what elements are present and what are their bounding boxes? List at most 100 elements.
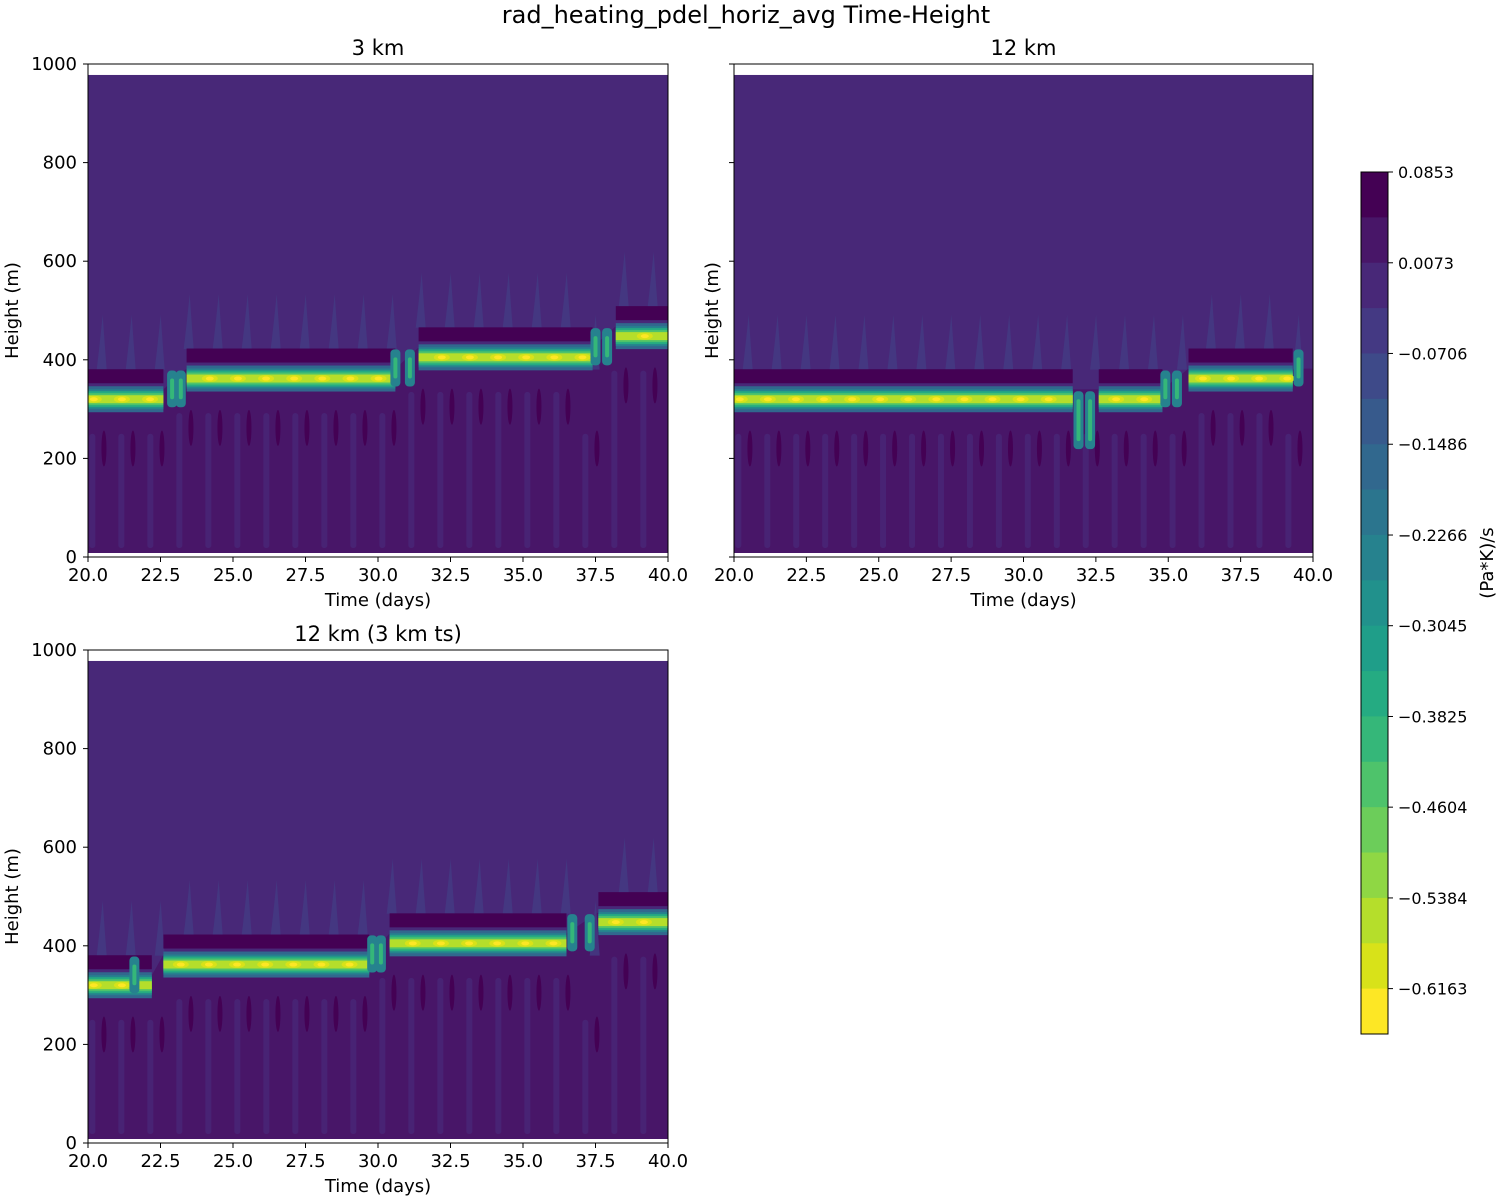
cooling-cell xyxy=(1268,409,1274,446)
cooling-cell xyxy=(304,995,310,1032)
diurnal-streak xyxy=(205,999,212,1135)
heating-peak-core xyxy=(89,397,98,402)
cooling-cell xyxy=(188,409,194,446)
inversion-segment xyxy=(163,934,370,978)
colorbar-tick-label: −0.1486 xyxy=(1398,435,1467,454)
heating-peak-core xyxy=(521,941,530,946)
wisp xyxy=(1205,293,1216,349)
heating-peak-core xyxy=(1044,397,1053,402)
transition-core xyxy=(1076,399,1081,442)
colorbar-band xyxy=(1361,671,1388,717)
wisp xyxy=(386,293,397,349)
colorbar-tick-label: −0.5384 xyxy=(1398,889,1467,908)
wisp xyxy=(858,314,869,370)
diurnal-streak xyxy=(495,977,502,1135)
diurnal-streak xyxy=(1256,413,1263,549)
cooling-cell xyxy=(565,974,571,1011)
y-axis-label: Height (m) xyxy=(2,262,23,359)
cooling-cell xyxy=(333,409,339,446)
panel-3: 12 km (3 km ts) 20.0 22.5 25.0 27.5 30.0 32.5 3… xyxy=(2,622,688,1197)
inversion-cap xyxy=(163,934,370,949)
wisp xyxy=(560,858,571,914)
y-tick-label: 400 xyxy=(43,936,77,957)
transition-core xyxy=(593,336,598,358)
panel-title: 12 km (3 km ts) xyxy=(294,622,462,646)
inversion-segment xyxy=(88,369,164,413)
wisp xyxy=(887,314,898,370)
heating-peak-core xyxy=(346,376,355,381)
heating-peak-core xyxy=(233,962,242,967)
heating-peak-core xyxy=(117,397,126,402)
wisp xyxy=(1147,314,1158,370)
colorbar-band xyxy=(1361,716,1388,763)
wisp xyxy=(241,879,252,935)
transition-core xyxy=(378,943,383,965)
diurnal-streak xyxy=(524,977,531,1135)
y-tick-label: 1000 xyxy=(31,54,77,75)
heating-peak-core xyxy=(639,920,648,925)
x-tick-label: 40.0 xyxy=(648,565,688,586)
colorbar-tick-label: −0.0706 xyxy=(1398,344,1467,363)
inversion-cap xyxy=(418,327,593,342)
cooling-cell xyxy=(1210,409,1216,446)
wisp xyxy=(154,314,165,370)
heating-peak-core xyxy=(233,376,242,381)
y-axis-label: Height (m) xyxy=(2,848,23,945)
cooling-cell xyxy=(275,409,281,446)
x-tick-label: 25.0 xyxy=(213,1151,253,1172)
diurnal-streak xyxy=(611,956,618,1135)
x-tick-label: 27.5 xyxy=(931,565,971,586)
colorbar-band xyxy=(1361,353,1388,400)
diurnal-streak xyxy=(1227,413,1234,549)
cooling-cell xyxy=(747,430,753,467)
heating-peak-core xyxy=(1112,397,1121,402)
colorbar-band xyxy=(1361,897,1388,944)
wisp xyxy=(1090,314,1101,370)
wisp xyxy=(647,251,658,307)
y-axis-label: Height (m) xyxy=(702,262,723,359)
wisp xyxy=(560,272,571,328)
cooling-cell xyxy=(1181,430,1187,467)
inversion-cap xyxy=(186,348,396,363)
diurnal-streak xyxy=(1140,433,1147,549)
x-tick-label: 20.0 xyxy=(68,1151,108,1172)
colorbar-band xyxy=(1361,489,1388,536)
wisp xyxy=(1176,314,1187,370)
wisp xyxy=(916,314,927,370)
inversion-segment xyxy=(1098,369,1163,413)
diurnal-streak xyxy=(89,1019,96,1135)
inversion-segment xyxy=(389,913,567,957)
boundary-layer xyxy=(734,368,1313,554)
heating-peak-core xyxy=(791,397,800,402)
cooling-cell xyxy=(805,430,811,467)
heating-peak-core xyxy=(960,397,969,402)
panel-2: 12 km 20.0 22.5 25.0 27.5 30.0 32.5 35.0 37.5 40.… xyxy=(702,36,1333,611)
wisp xyxy=(444,858,455,914)
y-tick-label: 0 xyxy=(66,547,77,568)
wisp xyxy=(1032,314,1043,370)
inversion-cap xyxy=(615,306,668,321)
heating-peak-core xyxy=(345,962,354,967)
y-tick-label: 400 xyxy=(43,350,77,371)
transition-core xyxy=(370,943,375,965)
cooling-cell xyxy=(246,409,252,446)
diurnal-streak xyxy=(350,999,357,1135)
wisp xyxy=(96,314,107,370)
colorbar-band xyxy=(1361,580,1388,627)
diurnal-streak xyxy=(793,433,800,549)
wisp xyxy=(328,293,339,349)
wisp xyxy=(945,314,956,370)
colorbar-tick-label: −0.6163 xyxy=(1398,980,1467,999)
x-tick-label: 37.5 xyxy=(575,1151,615,1172)
x-tick-label: 22.5 xyxy=(140,1151,180,1172)
heating-peak-core xyxy=(550,355,559,360)
inversion-segment xyxy=(1188,348,1296,392)
diurnal-streak xyxy=(880,433,887,549)
x-tick-label: 30.0 xyxy=(358,1151,398,1172)
transition-core xyxy=(570,922,575,944)
diurnal-streak xyxy=(995,433,1002,549)
transition-core xyxy=(132,964,137,986)
diurnal-streak xyxy=(176,999,183,1135)
wisp xyxy=(800,314,811,370)
